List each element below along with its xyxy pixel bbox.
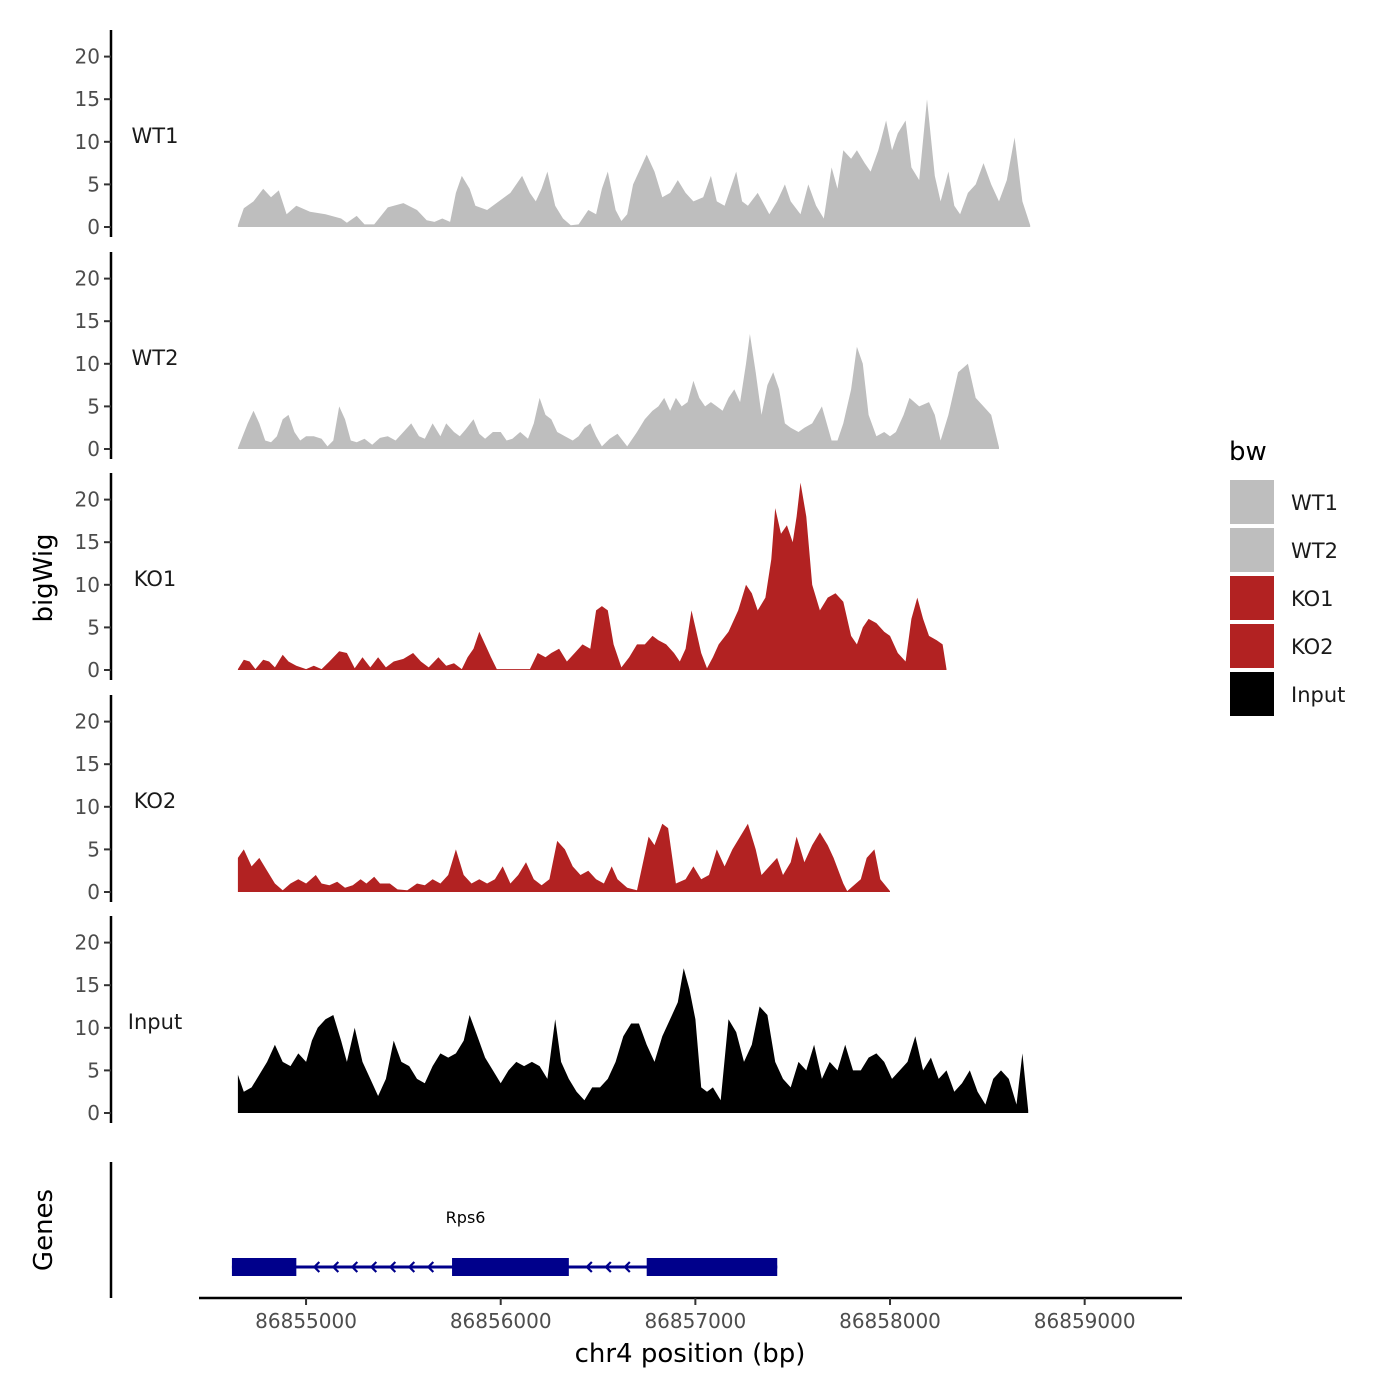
y-tick-label: 10 — [75, 1016, 100, 1040]
track-wt2: 0 5 10 15 20 WT2 — [75, 252, 999, 461]
y-tick-label: 20 — [75, 488, 100, 512]
y-tick-label: 0 — [87, 1101, 100, 1125]
x-tick-label: 86858000 — [839, 1309, 941, 1333]
legend-swatch-wt1 — [1230, 480, 1274, 524]
strand-arrow-icon — [312, 1261, 321, 1273]
gene-exon — [452, 1258, 569, 1276]
y-tick-label: 15 — [75, 87, 100, 111]
y-tick-label: 15 — [75, 752, 100, 776]
track-wt1: 0 5 10 15 20 WT1 — [75, 30, 1031, 239]
strand-arrow-icon — [407, 1261, 416, 1273]
genes-panel: Genes Rps6 — [29, 1162, 778, 1298]
track-ko2: 0 5 10 15 20 KO2 — [75, 695, 890, 904]
y-tick-label: 15 — [75, 309, 100, 333]
legend-swatch-input — [1230, 672, 1274, 716]
track-label-ko1: KO1 — [134, 567, 177, 591]
y-tick-label: 10 — [75, 352, 100, 376]
area-wt2 — [237, 334, 999, 449]
track-label-wt2: WT2 — [132, 346, 179, 370]
y-tick-label: 0 — [87, 658, 100, 682]
y-tick-label: 10 — [75, 795, 100, 819]
legend-swatch-ko2 — [1230, 624, 1274, 668]
genes-axis-title: Genes — [29, 1189, 59, 1271]
y-tick-label: 20 — [75, 710, 100, 734]
area-wt1 — [237, 99, 1031, 227]
y-tick-label: 15 — [75, 530, 100, 554]
x-tick-label: 86855000 — [255, 1309, 357, 1333]
area-ko1 — [237, 482, 947, 670]
area-input — [237, 968, 1029, 1113]
y-tick-label: 20 — [75, 45, 100, 69]
legend-items: WT1 WT2 KO1 KO2 Input — [1230, 480, 1345, 716]
y-tick-label: 5 — [87, 1058, 100, 1082]
legend-label-ko1: KO1 — [1291, 587, 1334, 611]
track-label-ko2: KO2 — [134, 789, 177, 813]
x-ticks: 86855000 86856000 86857000 86858000 86859000 — [255, 1298, 1136, 1333]
y-tick-label: 10 — [75, 130, 100, 154]
area-ko2 — [237, 823, 890, 892]
strand-arrow-icon — [331, 1261, 340, 1273]
strand-arrow-icon — [623, 1261, 631, 1273]
legend-label-input: Input — [1291, 683, 1345, 707]
y-tick-label: 5 — [87, 172, 100, 196]
track-panels: 0 5 10 15 20 WT1 0 5 10 15 20 WT2 0 5 10 15 20 KO1 0 5 10 15 2… — [75, 30, 1031, 1125]
y-tick-label: 0 — [87, 215, 100, 239]
track-label-wt1: WT1 — [132, 124, 179, 148]
x-tick-label: 86856000 — [450, 1309, 552, 1333]
y-tick-label: 5 — [87, 837, 100, 861]
gene-label: Rps6 — [446, 1208, 486, 1227]
y-tick-label: 5 — [87, 615, 100, 639]
track-label-input: Input — [128, 1010, 182, 1034]
legend-label-wt2: WT2 — [1291, 539, 1338, 563]
strand-arrow-icon — [350, 1261, 359, 1273]
legend: bw WT1 WT2 KO1 KO2 Input — [1229, 437, 1345, 716]
y-tick-label: 0 — [87, 437, 100, 461]
gene-exon — [231, 1258, 297, 1276]
legend-title: bw — [1229, 437, 1267, 467]
gene-model-rps6: Rps6 — [231, 1208, 778, 1276]
x-axis-title: chr4 position (bp) — [575, 1339, 806, 1369]
legend-swatch-ko1 — [1230, 576, 1274, 620]
y-tick-label: 20 — [75, 267, 100, 291]
strand-arrow-icon — [369, 1261, 378, 1273]
x-tick-label: 86857000 — [644, 1309, 746, 1333]
y-tick-label: 10 — [75, 573, 100, 597]
track-ko1: 0 5 10 15 20 KO1 — [75, 473, 947, 682]
y-tick-label: 5 — [87, 394, 100, 418]
y-axis-title: bigWig — [29, 533, 59, 622]
legend-label-ko2: KO2 — [1291, 635, 1334, 659]
strand-arrow-icon — [604, 1261, 612, 1273]
strand-arrow-icon — [388, 1261, 397, 1273]
y-tick-label: 15 — [75, 973, 100, 997]
gene-exon — [646, 1258, 778, 1276]
y-tick-label: 0 — [87, 880, 100, 904]
x-tick-label: 86859000 — [1034, 1309, 1136, 1333]
x-axis: 86855000 86856000 86857000 86858000 86859000… — [199, 1296, 1182, 1369]
strand-arrow-icon — [585, 1261, 593, 1273]
legend-label-wt1: WT1 — [1291, 491, 1338, 515]
track-input: 0 5 10 15 20 Input — [75, 916, 1029, 1125]
strand-arrow-icon — [426, 1261, 435, 1273]
legend-swatch-wt2 — [1230, 528, 1274, 572]
y-tick-label: 20 — [75, 931, 100, 955]
